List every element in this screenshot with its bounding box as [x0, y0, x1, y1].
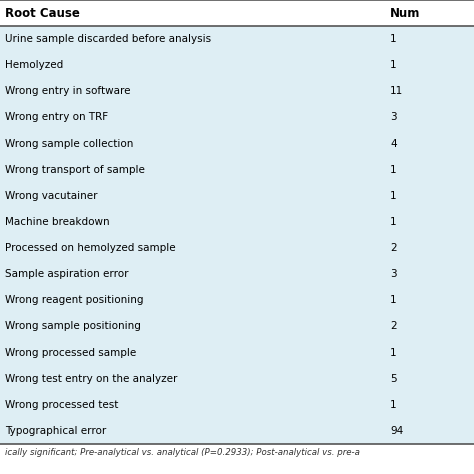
Text: Wrong vacutainer: Wrong vacutainer: [5, 191, 98, 201]
Bar: [0, 78, 474, 104]
Text: 5: 5: [390, 374, 397, 383]
Bar: [0, 104, 474, 130]
Text: 2: 2: [390, 321, 397, 331]
Bar: [0, 392, 474, 418]
Bar: [0, 52, 474, 78]
Text: 2: 2: [390, 243, 397, 253]
Text: Wrong sample collection: Wrong sample collection: [5, 138, 133, 148]
Text: Wrong transport of sample: Wrong transport of sample: [5, 164, 145, 175]
Text: 1: 1: [390, 217, 397, 227]
Bar: [0, 209, 474, 235]
Text: Sample aspiration error: Sample aspiration error: [5, 269, 128, 279]
Bar: [0, 235, 474, 261]
Text: 1: 1: [390, 347, 397, 357]
Bar: [0, 0, 474, 26]
Text: 1: 1: [390, 164, 397, 175]
Bar: [0, 156, 474, 183]
Text: 1: 1: [390, 295, 397, 305]
Text: Wrong processed sample: Wrong processed sample: [5, 347, 136, 357]
Text: Processed on hemolyzed sample: Processed on hemolyzed sample: [5, 243, 176, 253]
Text: Wrong processed test: Wrong processed test: [5, 400, 118, 410]
Text: Wrong entry in software: Wrong entry in software: [5, 86, 130, 96]
Text: Wrong entry on TRF: Wrong entry on TRF: [5, 112, 108, 122]
Text: ically significant; Pre-analytical vs. analytical (P=0.2933); Post-analytical vs: ically significant; Pre-analytical vs. a…: [5, 448, 360, 457]
Text: Machine breakdown: Machine breakdown: [5, 217, 109, 227]
Bar: [0, 313, 474, 339]
Text: 3: 3: [390, 269, 397, 279]
Text: 1: 1: [390, 34, 397, 44]
Text: Wrong test entry on the analyzer: Wrong test entry on the analyzer: [5, 374, 177, 383]
Text: Typographical error: Typographical error: [5, 426, 106, 436]
Bar: [0, 26, 474, 52]
Bar: [0, 339, 474, 365]
Bar: [0, 261, 474, 287]
Bar: [0, 130, 474, 156]
Bar: [0, 287, 474, 313]
Text: Root Cause: Root Cause: [5, 7, 80, 19]
Text: 3: 3: [390, 112, 397, 122]
Text: Hemolyzed: Hemolyzed: [5, 60, 63, 70]
Bar: [0, 365, 474, 392]
Text: 1: 1: [390, 400, 397, 410]
Text: 1: 1: [390, 191, 397, 201]
Text: Wrong reagent positioning: Wrong reagent positioning: [5, 295, 144, 305]
Bar: [0, 183, 474, 209]
Text: 11: 11: [390, 86, 403, 96]
Text: Urine sample discarded before analysis: Urine sample discarded before analysis: [5, 34, 211, 44]
Text: 1: 1: [390, 60, 397, 70]
Text: 94: 94: [390, 426, 403, 436]
Text: Num: Num: [390, 7, 420, 19]
Text: 4: 4: [390, 138, 397, 148]
Text: Wrong sample positioning: Wrong sample positioning: [5, 321, 141, 331]
Bar: [0, 418, 474, 444]
